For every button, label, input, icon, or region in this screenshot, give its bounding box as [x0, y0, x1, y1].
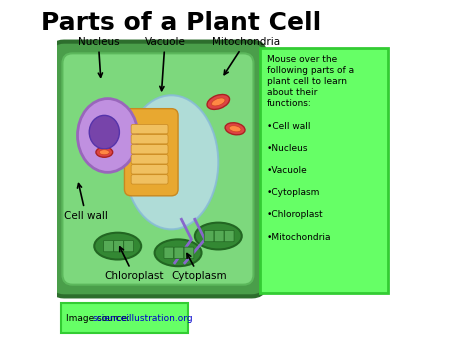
Text: Vacuole: Vacuole — [144, 37, 185, 91]
Ellipse shape — [89, 115, 119, 149]
FancyBboxPatch shape — [204, 230, 214, 242]
FancyBboxPatch shape — [131, 135, 168, 144]
Ellipse shape — [94, 233, 141, 260]
FancyBboxPatch shape — [131, 145, 168, 154]
FancyBboxPatch shape — [51, 42, 265, 296]
FancyBboxPatch shape — [131, 175, 168, 184]
Ellipse shape — [207, 95, 230, 110]
FancyBboxPatch shape — [131, 124, 168, 134]
Text: scienceillustration.org: scienceillustration.org — [93, 314, 193, 323]
Ellipse shape — [212, 98, 225, 106]
FancyBboxPatch shape — [214, 230, 224, 242]
Ellipse shape — [225, 123, 245, 135]
Ellipse shape — [96, 147, 112, 157]
Ellipse shape — [155, 239, 202, 266]
Text: Image source:: Image source: — [66, 314, 133, 323]
FancyBboxPatch shape — [104, 240, 113, 252]
Ellipse shape — [99, 150, 109, 155]
Ellipse shape — [125, 95, 218, 230]
Text: Chloroplast: Chloroplast — [104, 247, 164, 281]
FancyBboxPatch shape — [114, 240, 123, 252]
FancyBboxPatch shape — [63, 53, 253, 285]
Text: Nucleus: Nucleus — [77, 37, 119, 77]
FancyBboxPatch shape — [225, 230, 234, 242]
Text: Cytoplasm: Cytoplasm — [171, 254, 227, 281]
FancyBboxPatch shape — [131, 165, 168, 174]
Text: Cell wall: Cell wall — [64, 184, 108, 221]
FancyBboxPatch shape — [184, 247, 194, 259]
FancyBboxPatch shape — [164, 247, 174, 259]
FancyBboxPatch shape — [260, 48, 387, 293]
Ellipse shape — [229, 126, 241, 132]
FancyBboxPatch shape — [125, 108, 178, 196]
FancyBboxPatch shape — [124, 240, 134, 252]
Text: Mitochondria: Mitochondria — [212, 37, 280, 75]
Ellipse shape — [77, 99, 138, 172]
Ellipse shape — [195, 223, 242, 249]
FancyBboxPatch shape — [174, 247, 184, 259]
FancyBboxPatch shape — [61, 303, 188, 333]
FancyBboxPatch shape — [131, 154, 168, 164]
Text: Mouse over the
following parts of a
plant cell to learn
about their
functions:

: Mouse over the following parts of a plan… — [267, 55, 354, 242]
Text: Parts of a Plant Cell: Parts of a Plant Cell — [41, 11, 322, 35]
